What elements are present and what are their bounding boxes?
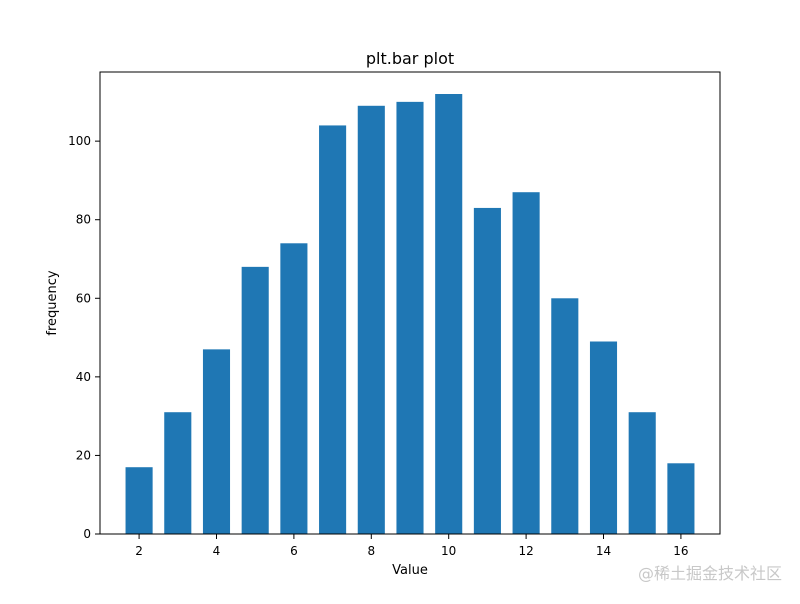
bar-6 xyxy=(280,243,308,535)
bar-5 xyxy=(241,266,269,534)
y-tick-label: 0 xyxy=(83,527,91,541)
chart-title: plt.bar plot xyxy=(366,49,454,68)
y-tick-label: 60 xyxy=(76,291,91,305)
watermark: @稀土掘金技术社区 xyxy=(637,564,782,583)
y-tick-label: 100 xyxy=(68,134,91,148)
y-axis-label: frequency xyxy=(45,270,60,336)
x-tick-label: 6 xyxy=(290,544,298,558)
bars-group xyxy=(125,94,695,535)
x-tick-label: 10 xyxy=(441,544,456,558)
bar-2 xyxy=(125,467,153,534)
x-tick-label: 12 xyxy=(518,544,533,558)
bar-8 xyxy=(357,105,385,534)
bar-15 xyxy=(628,412,656,534)
x-axis-label: Value xyxy=(392,563,428,578)
x-tick-label: 2 xyxy=(135,544,143,558)
bar-12 xyxy=(512,192,540,534)
y-tick-label: 20 xyxy=(76,448,91,462)
bar-4 xyxy=(202,349,231,534)
y-tick-label: 80 xyxy=(76,213,91,227)
x-tick-label: 8 xyxy=(367,544,375,558)
bar-13 xyxy=(551,298,579,534)
y-tick-label: 40 xyxy=(76,370,91,384)
x-tick-label: 16 xyxy=(673,544,688,558)
bar-7 xyxy=(319,125,347,535)
x-tick-label: 4 xyxy=(213,544,221,558)
bar-11 xyxy=(473,207,501,534)
bar-16 xyxy=(667,463,695,534)
y-axis: 0 20 40 60 80 100 xyxy=(68,134,100,541)
bar-10 xyxy=(435,94,463,534)
bar-14 xyxy=(589,341,618,534)
x-tick-label: 14 xyxy=(596,544,611,558)
plot-area-frame xyxy=(99,71,721,535)
bar-9 xyxy=(396,101,424,535)
x-axis: 2 4 6 8 10 12 14 16 xyxy=(135,534,689,558)
bar-3 xyxy=(164,412,192,534)
